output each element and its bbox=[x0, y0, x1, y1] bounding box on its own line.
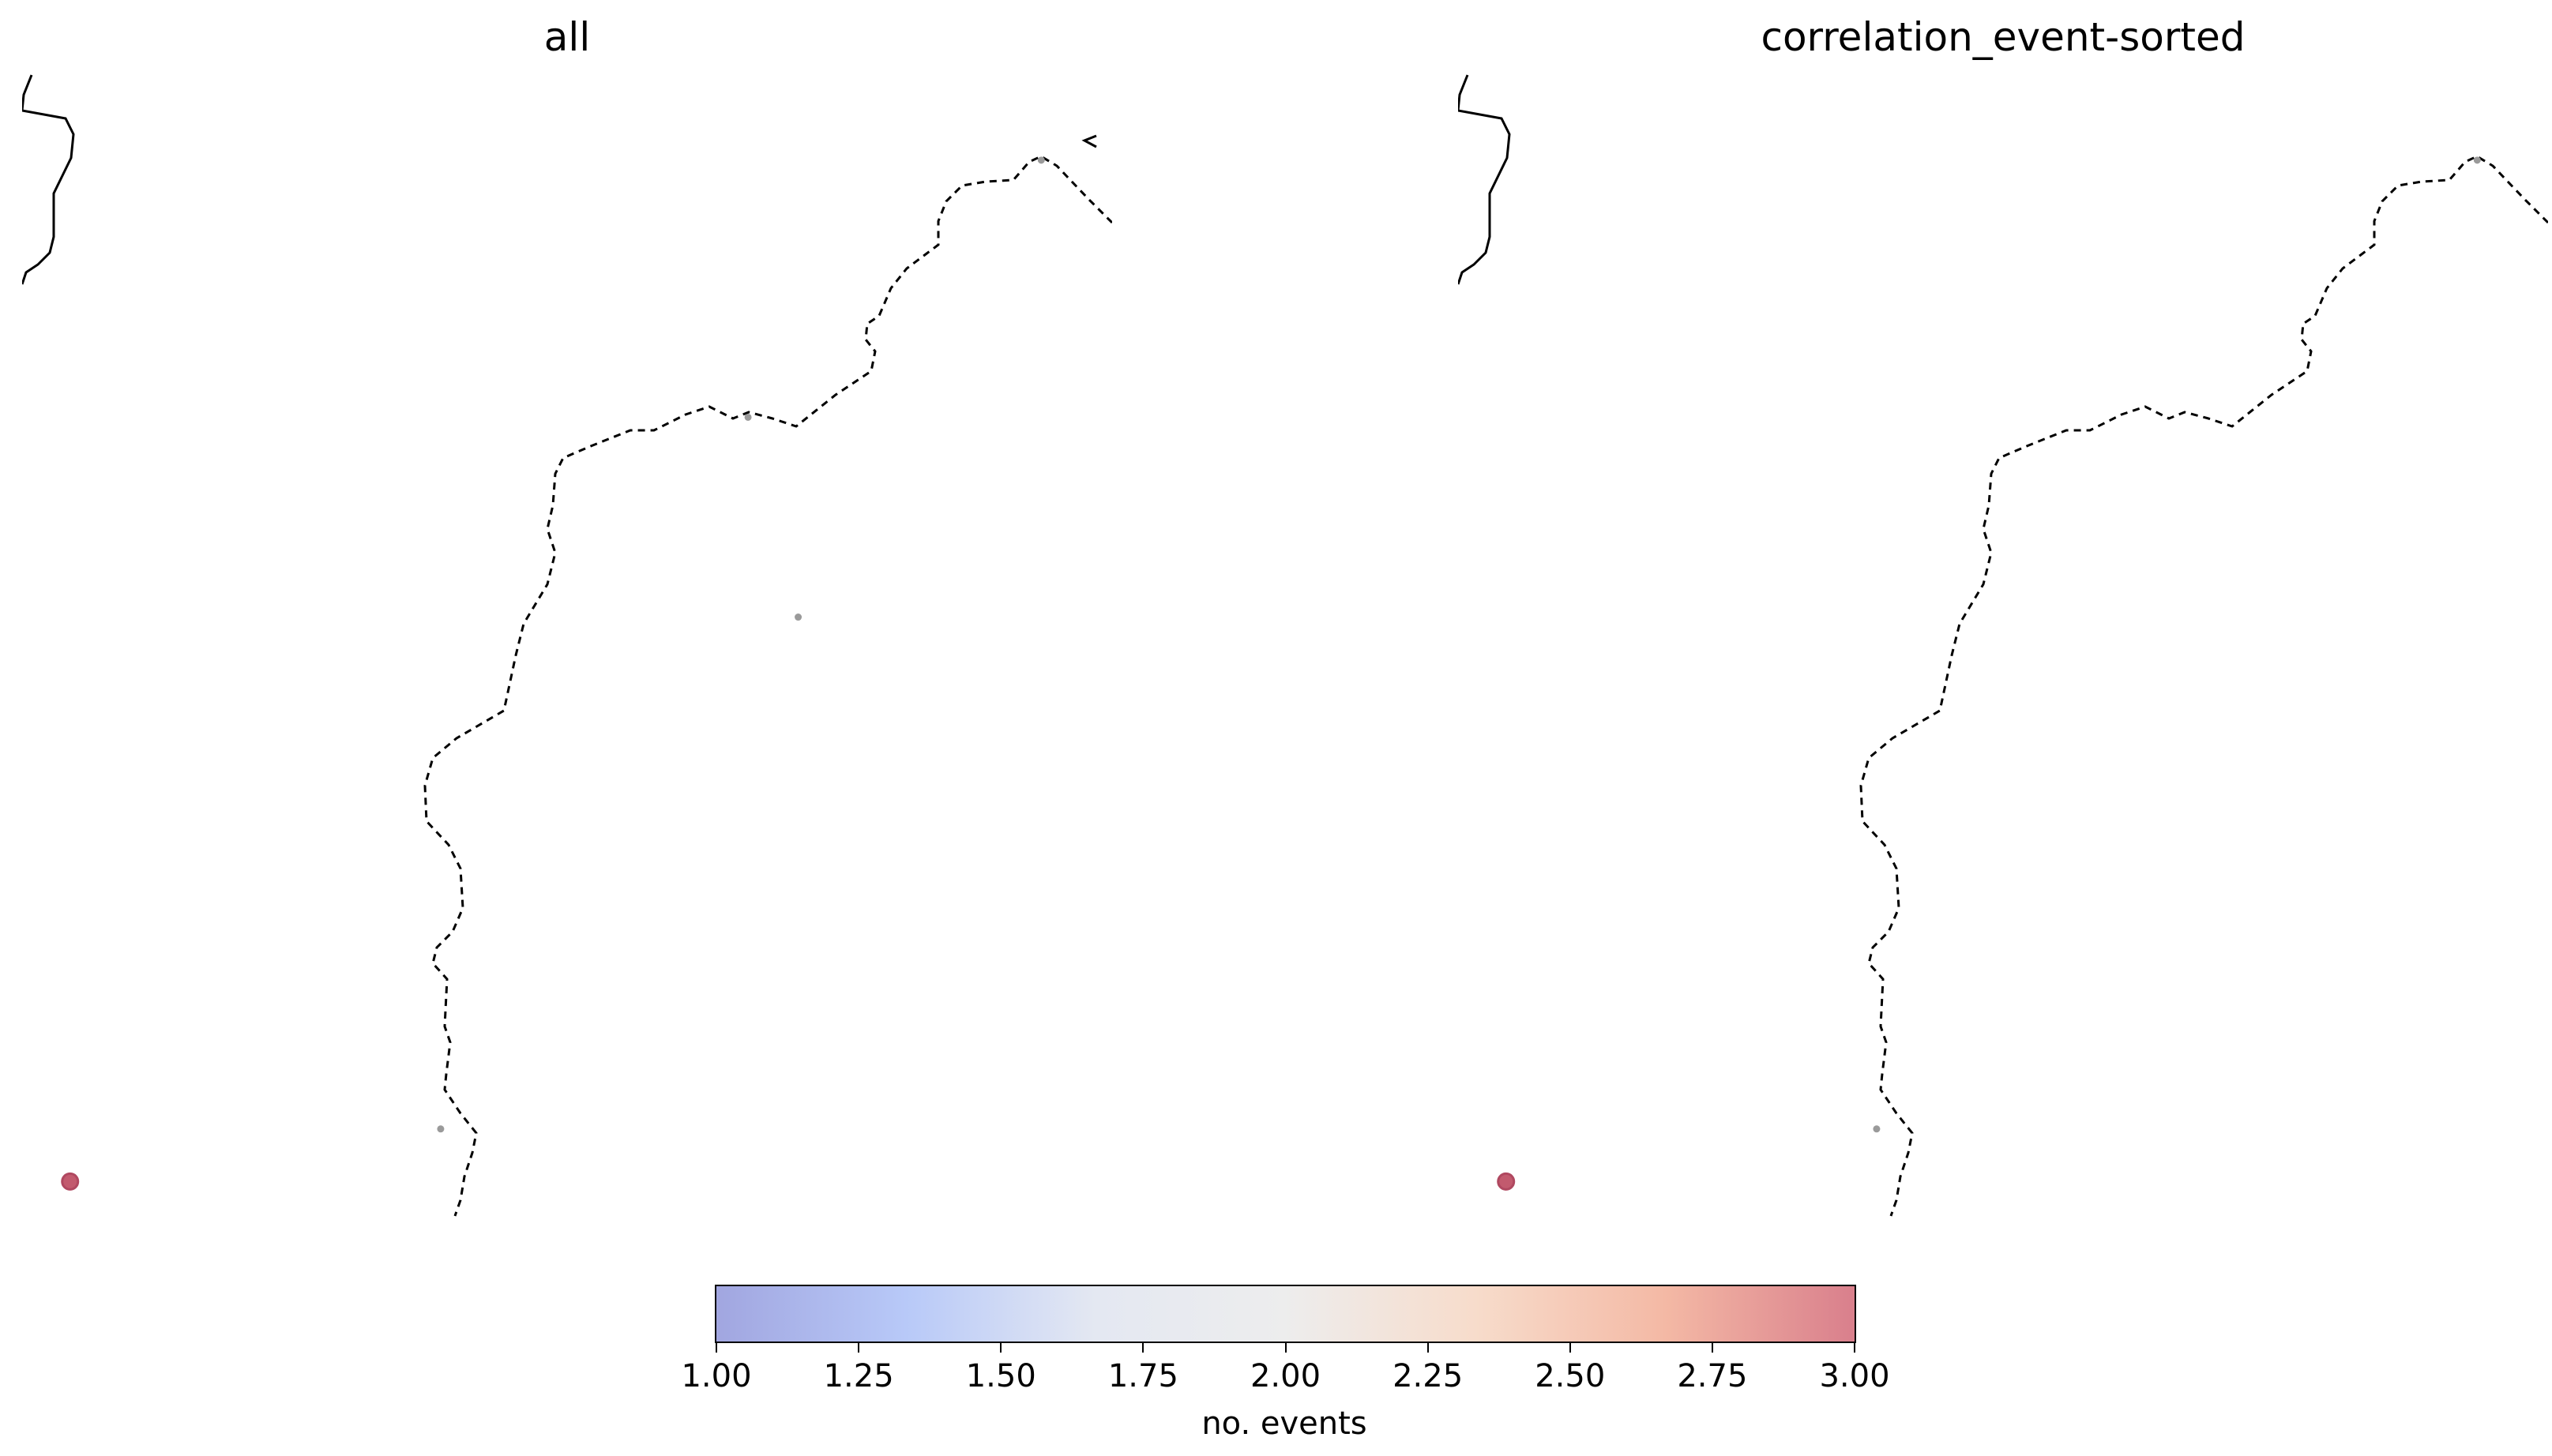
colorbar bbox=[715, 1285, 1856, 1343]
station-marker bbox=[795, 614, 802, 621]
colorbar-tick-label: 3.00 bbox=[1819, 1358, 1890, 1394]
colorbar-label: no. events bbox=[1201, 1405, 1367, 1442]
colorbar-tick-label: 1.75 bbox=[1107, 1358, 1178, 1394]
colorbar-tick bbox=[1284, 1343, 1287, 1353]
station-marker bbox=[2473, 156, 2481, 164]
station-marker bbox=[744, 413, 752, 421]
coastline bbox=[22, 74, 75, 285]
colorbar-tick bbox=[1854, 1343, 1855, 1353]
station-marker bbox=[1497, 1172, 1516, 1191]
colorbar-tick-label: 2.75 bbox=[1677, 1358, 1748, 1394]
station-marker bbox=[61, 1172, 80, 1191]
coastline bbox=[1081, 134, 1097, 148]
colorbar-tick bbox=[1569, 1343, 1571, 1353]
colorbar-tick-label: 1.50 bbox=[965, 1358, 1036, 1394]
colorbar-tick bbox=[858, 1343, 860, 1353]
border-line bbox=[423, 155, 1112, 1217]
colorbar-gradient bbox=[715, 1285, 1856, 1343]
station-marker bbox=[1037, 156, 1045, 164]
coastline bbox=[1458, 74, 1511, 285]
map-panel-left bbox=[22, 74, 1112, 1217]
colorbar-tick bbox=[1000, 1343, 1002, 1353]
panel-title-left: all bbox=[543, 14, 591, 60]
border-line bbox=[1859, 155, 2548, 1217]
station-marker bbox=[437, 1125, 445, 1133]
map-panel-right bbox=[1458, 74, 2548, 1217]
station-markers bbox=[61, 156, 1045, 1191]
colorbar-tick-label: 2.00 bbox=[1250, 1358, 1321, 1394]
colorbar-tick bbox=[1426, 1343, 1429, 1353]
panel-title-right: correlation_event-sorted bbox=[1761, 14, 2246, 60]
colorbar-tick-label: 1.00 bbox=[681, 1358, 752, 1394]
colorbar-tick bbox=[1711, 1343, 1713, 1353]
colorbar-tick bbox=[1142, 1343, 1144, 1353]
colorbar-tick bbox=[716, 1343, 717, 1353]
station-marker bbox=[1873, 1125, 1881, 1133]
station-markers bbox=[1497, 156, 2481, 1191]
colorbar-tick-label: 1.25 bbox=[823, 1358, 894, 1394]
colorbar-tick-label: 2.25 bbox=[1393, 1358, 1464, 1394]
colorbar-tick-label: 2.50 bbox=[1535, 1358, 1606, 1394]
